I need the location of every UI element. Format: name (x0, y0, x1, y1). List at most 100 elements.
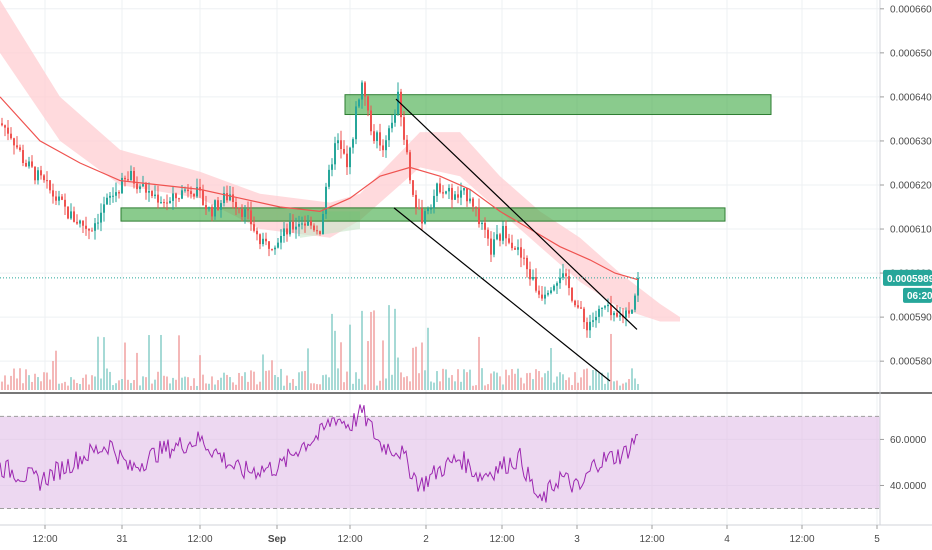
volume-bar (232, 382, 234, 390)
trend-lines[interactable] (393, 98, 638, 382)
volume-bar (136, 352, 138, 390)
candle-body (13, 138, 15, 146)
candle-body (163, 202, 165, 204)
volume-bar (295, 385, 297, 390)
volume-bar (472, 385, 474, 390)
zone-rectangle[interactable] (344, 94, 772, 116)
candle-body (634, 295, 636, 310)
candle-body (127, 179, 129, 181)
volume-bar (442, 368, 444, 390)
candle-body (4, 125, 6, 128)
candle-body (16, 145, 18, 148)
candle-body (196, 187, 198, 197)
volume-bar (601, 372, 603, 390)
volume-bar (82, 377, 84, 390)
volume-bar (358, 378, 360, 390)
candle-body (268, 241, 270, 249)
candle-body (352, 139, 354, 148)
candle-body (229, 194, 231, 201)
candle-body (616, 312, 618, 317)
candle-body (478, 207, 480, 225)
volume-bar (160, 334, 162, 390)
volume-bar (193, 378, 195, 390)
candle-body (457, 194, 459, 198)
candle-body (82, 220, 84, 226)
candle-body (277, 242, 279, 248)
volume-bar (67, 385, 69, 390)
candle-body (181, 190, 183, 199)
candle-body (346, 153, 348, 168)
candle-body (508, 238, 510, 243)
volume-bar (55, 350, 57, 390)
candle-body (424, 211, 426, 224)
candle-body (415, 194, 417, 208)
volume-bar (271, 360, 273, 390)
volume-bar (148, 335, 150, 390)
volume-bar (616, 380, 618, 390)
volume-bar (64, 381, 66, 390)
volume-bar (424, 370, 426, 390)
last-price-tag[interactable] (883, 269, 932, 286)
candle-body (559, 277, 561, 284)
volume-bar (328, 377, 330, 390)
candle-body (574, 300, 576, 306)
volume-bar (94, 376, 96, 390)
candle-body (397, 91, 399, 115)
volume-bar (214, 384, 216, 390)
volume-bar (577, 382, 579, 390)
volume-bar (613, 381, 615, 390)
candle-body (403, 117, 405, 140)
volume-bar (109, 371, 111, 390)
candle-body (367, 96, 369, 111)
moving-average-line (0, 96, 639, 281)
candle-body (484, 222, 486, 230)
volume-bar (73, 379, 75, 390)
volume-bar (97, 336, 99, 390)
volume-bar (586, 368, 588, 390)
candle-body (136, 183, 138, 190)
volume-bar (532, 379, 534, 390)
oscillator-line (0, 404, 638, 503)
candle-body (532, 277, 534, 280)
volume-bar (622, 383, 624, 390)
time-axis[interactable]: 12:00 31 12:00 Sep 12:00 2 12:00 3 12:00 4 12:00 5 (0, 524, 932, 545)
oscillator-tick-label: 40.0000 (890, 481, 927, 492)
candle-body (472, 198, 474, 207)
candle-body (100, 212, 102, 223)
candle-body (85, 225, 87, 229)
volume-bar (430, 381, 432, 390)
candle-body (499, 234, 501, 241)
candle-body (469, 198, 471, 202)
trend-line[interactable] (395, 98, 638, 330)
trend-line[interactable] (393, 207, 611, 382)
volume-bar (439, 381, 441, 390)
volume-bar (445, 369, 447, 390)
candle-body (172, 193, 174, 201)
candle-body (589, 321, 591, 331)
candle-body (154, 194, 156, 197)
candle-body (145, 184, 147, 193)
volume-bar (412, 347, 414, 390)
ma-line (0, 96, 639, 281)
volume-bar (523, 383, 525, 390)
volume-bar (172, 377, 174, 390)
candle-body (493, 239, 495, 255)
volume-bar (514, 373, 516, 390)
volume-bar (46, 372, 48, 390)
candle-body (19, 147, 21, 151)
candle-body (586, 322, 588, 331)
volume-bar (421, 342, 423, 390)
candle-body (160, 202, 162, 204)
volume-bar (280, 368, 282, 390)
volume-bar (220, 377, 222, 390)
candle-body (553, 285, 555, 291)
candle-body (319, 231, 321, 235)
volume-bar (550, 348, 552, 390)
candle-body (109, 195, 111, 198)
volume-bar (145, 377, 147, 390)
volume-bar (463, 369, 465, 390)
candle-body (58, 196, 60, 201)
